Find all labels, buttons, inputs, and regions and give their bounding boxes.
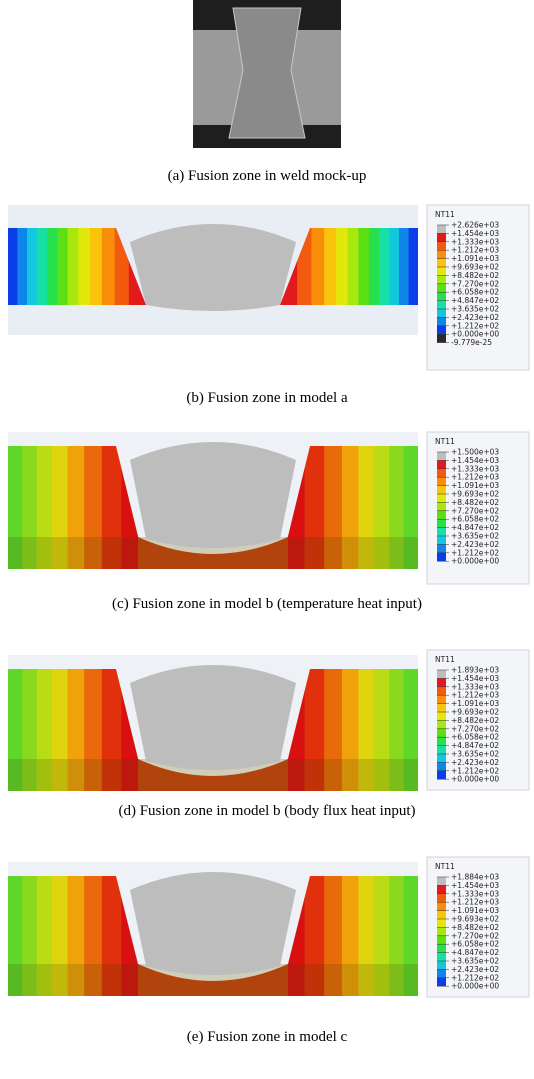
- legend-swatch: [437, 233, 446, 241]
- legend-swatch: [437, 334, 446, 342]
- legend-swatch: [437, 704, 446, 712]
- legend-swatch: [437, 502, 446, 510]
- legend-swatch: [437, 729, 446, 737]
- legend-swatch: [437, 553, 446, 561]
- caption: (e) Fusion zone in model c: [187, 1029, 348, 1045]
- legend-title: NT11: [435, 655, 455, 664]
- legend-swatch: [437, 250, 446, 258]
- legend-swatch: [437, 460, 446, 468]
- legend-swatch: [437, 225, 446, 233]
- legend-swatch: [437, 292, 446, 300]
- panel: NT11+1.500e+03+1.454e+03+1.333e+03+1.212…: [8, 432, 529, 612]
- legend-swatch: [437, 969, 446, 977]
- page: {"figure": {"panels": [ {"caption": "(a)…: [0, 0, 534, 1079]
- legend-swatch: [437, 469, 446, 477]
- weld-metal: [130, 665, 296, 770]
- legend-swatch: [437, 259, 446, 267]
- legend-swatch: [437, 670, 446, 678]
- legend-swatch: [437, 911, 446, 919]
- contour-image: [8, 205, 418, 335]
- legend-swatch: [437, 720, 446, 728]
- legend-swatch: [437, 494, 446, 502]
- legend-swatch: [437, 737, 446, 745]
- panel: (a) Fusion zone in weld mock-up: [168, 0, 367, 184]
- legend-swatch: [437, 953, 446, 961]
- legend-swatch: [437, 317, 446, 325]
- weld-metal: [130, 872, 296, 975]
- legend-swatch: [437, 919, 446, 927]
- weld-metal: [130, 442, 296, 548]
- contour-image: [8, 432, 418, 569]
- legend-swatch: [437, 678, 446, 686]
- bottom-zone: [8, 759, 148, 791]
- bottom-zone: [8, 537, 148, 569]
- legend-swatch: [437, 754, 446, 762]
- bottom-zone: [278, 964, 418, 996]
- legend-swatch: [437, 267, 446, 275]
- legend-swatch: [437, 771, 446, 779]
- legend-swatch: [437, 326, 446, 334]
- contour-image: [8, 655, 418, 791]
- legend-swatch: [437, 902, 446, 910]
- legend-label: -9.779e-25: [451, 338, 492, 347]
- weld-metal: [130, 224, 296, 311]
- legend-title: NT11: [435, 437, 455, 446]
- bottom-zone: [278, 537, 418, 569]
- legend-swatch: [437, 944, 446, 952]
- caption: (a) Fusion zone in weld mock-up: [168, 168, 367, 184]
- legend-swatch: [437, 519, 446, 527]
- caption: (b) Fusion zone in model a: [186, 390, 348, 406]
- legend-swatch: [437, 978, 446, 986]
- legend-swatch: [437, 927, 446, 935]
- panel: NT11+1.893e+03+1.454e+03+1.333e+03+1.212…: [8, 650, 529, 819]
- legend-swatch: [437, 712, 446, 720]
- legend-swatch: [437, 687, 446, 695]
- contour-image: [8, 862, 418, 996]
- legend-title: NT11: [435, 862, 455, 871]
- panel: NT11+1.884e+03+1.454e+03+1.333e+03+1.212…: [8, 857, 529, 1045]
- legend-label: +0.000e+00: [451, 775, 499, 784]
- legend-swatch: [437, 528, 446, 536]
- legend-swatch: [437, 477, 446, 485]
- legend-swatch: [437, 452, 446, 460]
- panel: NT11+2.626e+03+1.454e+03+1.333e+03+1.212…: [8, 205, 529, 406]
- legend-swatch: [437, 301, 446, 309]
- legend-swatch: [437, 544, 446, 552]
- legend-swatch: [437, 961, 446, 969]
- figure: (a) Fusion zone in weld mock-up NT11+2.62…: [0, 0, 534, 1079]
- legend-title: NT11: [435, 210, 455, 219]
- caption: (d) Fusion zone in model b (body flux he…: [118, 803, 415, 819]
- legend-swatch: [437, 885, 446, 893]
- caption: (c) Fusion zone in model b (temperature …: [112, 596, 422, 612]
- legend-swatch: [437, 695, 446, 703]
- legend-swatch: [437, 762, 446, 770]
- legend-swatch: [437, 536, 446, 544]
- legend-swatch: [437, 511, 446, 519]
- legend-swatch: [437, 894, 446, 902]
- legend-swatch: [437, 284, 446, 292]
- legend-label: +0.000e+00: [451, 557, 499, 566]
- legend-label: +0.000e+00: [451, 982, 499, 991]
- bottom-zone: [278, 759, 418, 791]
- legend-swatch: [437, 242, 446, 250]
- legend-swatch: [437, 746, 446, 754]
- legend-swatch: [437, 309, 446, 317]
- bottom-zone: [8, 964, 148, 996]
- legend-swatch: [437, 486, 446, 494]
- legend-swatch: [437, 936, 446, 944]
- legend-swatch: [437, 275, 446, 283]
- legend-swatch: [437, 877, 446, 885]
